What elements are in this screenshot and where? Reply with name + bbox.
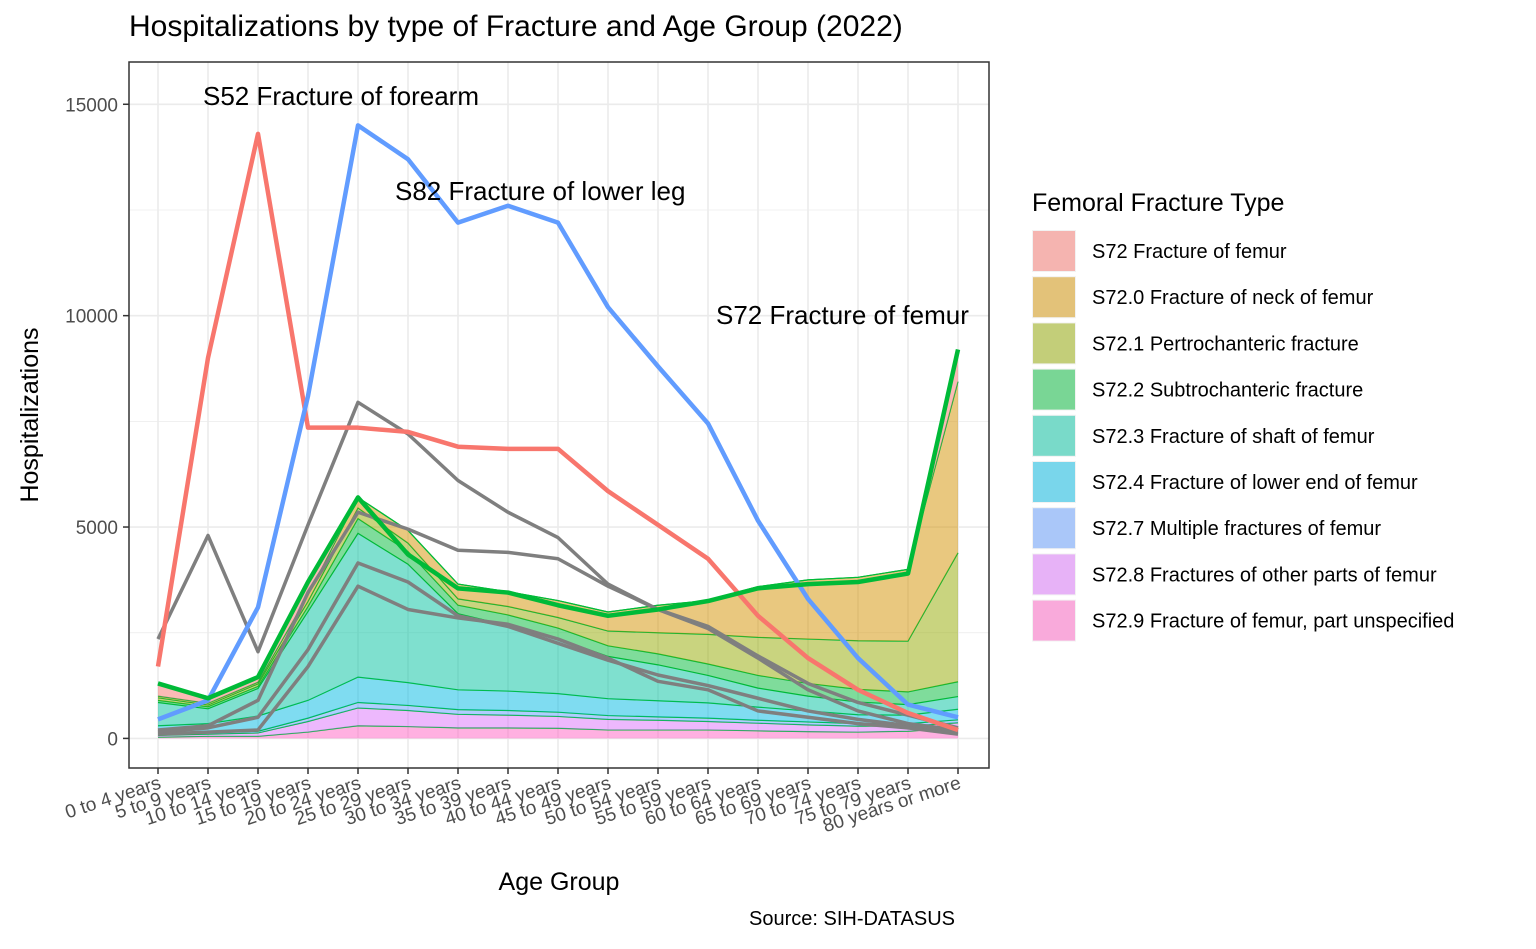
area-band: [158, 533, 958, 726]
legend-label: S72.8 Fractures of other parts of femur: [1092, 564, 1437, 586]
legend-label: S72.7 Multiple fractures of femur: [1092, 518, 1381, 540]
area-band: [158, 381, 958, 706]
legend-label: S72.0 Fracture of neck of femur: [1092, 287, 1374, 309]
legend-label: S72.9 Fracture of femur, part unspecifie…: [1092, 611, 1454, 633]
y-tick-label: 5000: [76, 518, 118, 539]
legend-swatch: [1033, 369, 1075, 410]
series-annotation: S52 Fracture of forearm: [203, 81, 479, 111]
chart-title: Hospitalizations by type of Fracture and…: [129, 10, 903, 43]
y-axis-title: Hospitalizations: [16, 327, 44, 502]
y-tick-label: 0: [107, 729, 118, 750]
legend-swatch: [1033, 277, 1075, 318]
area-band: [158, 677, 958, 735]
legend-swatch: [1033, 231, 1075, 271]
legend-title: Femoral Fracture Type: [1032, 189, 1284, 217]
x-axis-title: Age Group: [499, 868, 620, 896]
grey-series-line: [157, 510, 959, 732]
legend-label: S72.3 Fracture of shaft of femur: [1092, 426, 1375, 448]
grey-series-line: [157, 584, 959, 736]
legend-swatch: [1033, 415, 1075, 456]
series-line: [157, 123, 959, 722]
legend: Femoral Fracture Type S72 Fracture of fem…: [1032, 189, 1454, 642]
series-annotation: S72 Fracture of femur: [716, 300, 969, 330]
legend-swatch: [1033, 323, 1075, 364]
legend-label: S72.2 Subtrochanteric fracture: [1092, 380, 1363, 402]
legend-swatch: [1033, 508, 1075, 549]
y-tick-label: 10000: [65, 307, 118, 328]
legend-swatch: [1033, 554, 1075, 595]
grey-series-line: [157, 561, 959, 734]
legend-label: S72.4 Fracture of lower end of femur: [1092, 472, 1418, 494]
series-line: [155, 131, 959, 733]
y-tick-label: 15000: [65, 95, 118, 116]
plot-panel: S52 Fracture of forearm S82 Fracture of l…: [16, 61, 990, 896]
grey-series-line: [156, 400, 959, 732]
series-line: [157, 348, 961, 701]
series-annotation: S82 Fracture of lower leg: [395, 176, 685, 206]
area-band: [158, 707, 958, 738]
plot-border: [128, 61, 990, 769]
legend-swatch: [1033, 600, 1075, 641]
legend-label: S72.1 Pertrochanteric fracture: [1092, 333, 1359, 355]
legend-swatch: [1033, 462, 1075, 502]
source-caption: Source: SIH-DATASUS: [749, 908, 955, 930]
legend-label: S72 Fracture of femur: [1092, 241, 1287, 263]
area-band: [158, 725, 958, 739]
